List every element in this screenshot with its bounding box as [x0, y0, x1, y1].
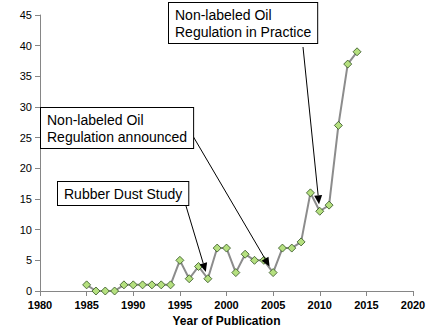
- svg-text:20: 20: [20, 162, 32, 174]
- svg-text:1995: 1995: [168, 299, 192, 311]
- svg-text:2010: 2010: [308, 299, 332, 311]
- svg-text:15: 15: [20, 193, 32, 205]
- svg-text:Regulation in Practice: Regulation in Practice: [175, 24, 311, 40]
- svg-text:25: 25: [20, 132, 32, 144]
- svg-text:2000: 2000: [214, 299, 238, 311]
- svg-text:Rubber Dust Study: Rubber Dust Study: [64, 186, 182, 202]
- svg-text:1990: 1990: [121, 299, 145, 311]
- svg-text:1985: 1985: [74, 299, 98, 311]
- svg-text:2005: 2005: [261, 299, 285, 311]
- svg-text:0: 0: [26, 285, 32, 297]
- svg-text:45: 45: [20, 9, 32, 21]
- svg-text:35: 35: [20, 70, 32, 82]
- svg-text:Non-labeled Oil: Non-labeled Oil: [175, 7, 272, 23]
- svg-text:2020: 2020: [401, 299, 425, 311]
- svg-text:1980: 1980: [28, 299, 52, 311]
- svg-text:30: 30: [20, 101, 32, 113]
- svg-text:40: 40: [20, 40, 32, 52]
- svg-text:Non-labeled Oil: Non-labeled Oil: [47, 112, 144, 128]
- svg-text:Regulation announced: Regulation announced: [47, 129, 187, 145]
- svg-text:Year of Publication: Year of Publication: [172, 314, 280, 328]
- svg-text:2015: 2015: [354, 299, 378, 311]
- svg-text:10: 10: [20, 224, 32, 236]
- svg-text:5: 5: [26, 254, 32, 266]
